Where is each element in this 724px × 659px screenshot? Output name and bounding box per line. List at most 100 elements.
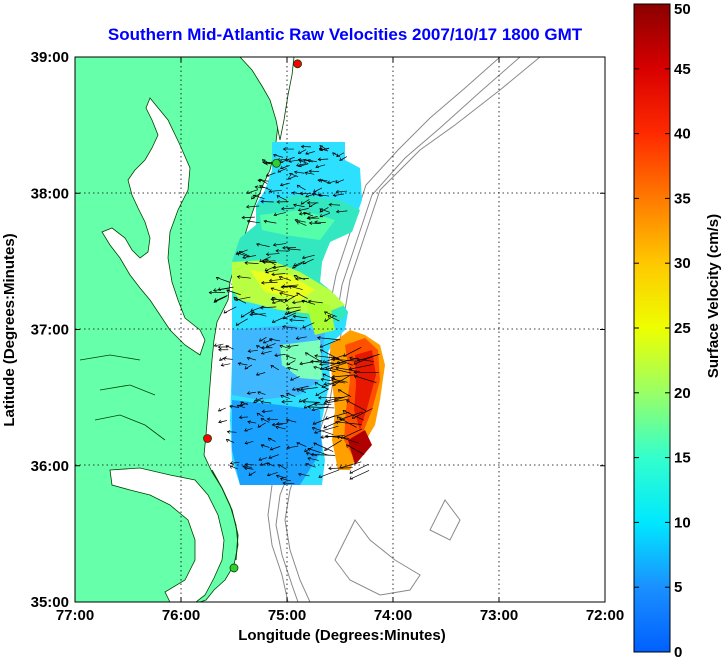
velocity-arrowhead: [271, 272, 275, 277]
velocity-arrow: [279, 292, 295, 297]
velocity-arrowhead: [218, 419, 222, 424]
velocity-arrow: [288, 159, 300, 162]
colorbar-tick-label: 40: [674, 126, 691, 143]
velocity-arrow: [331, 378, 348, 383]
velocity-arrow: [289, 319, 305, 322]
velocity-arrowhead: [215, 277, 220, 281]
velocity-arrow: [253, 399, 262, 404]
velocity-arrow: [298, 159, 308, 161]
velocity-arrow: [315, 164, 326, 168]
velocity-arrow: [332, 358, 357, 362]
velocity-arrowhead: [260, 199, 264, 204]
velocity-arrowhead: [256, 243, 260, 247]
velocity-arrow: [213, 287, 229, 292]
velocity-arrow: [238, 362, 248, 366]
velocity-arrowhead: [307, 299, 312, 304]
velocity-arrow: [229, 405, 239, 408]
velocity-arrow: [292, 385, 309, 391]
velocity-arrowhead: [336, 153, 340, 158]
velocity-arrow: [300, 387, 318, 390]
velocity-arrow: [259, 256, 271, 263]
velocity-arrow: [276, 475, 288, 479]
velocity-arrowhead: [288, 159, 292, 163]
velocity-arrowhead: [296, 442, 300, 446]
velocity-arrowhead: [304, 171, 309, 175]
velocity-arrow: [314, 382, 329, 390]
velocity-arrow: [223, 358, 233, 360]
velocity-arrowhead: [303, 212, 307, 216]
velocity-arrow: [266, 343, 276, 348]
velocity-arrowhead: [249, 312, 253, 317]
velocity-arrow: [318, 158, 329, 160]
velocity-arrowhead: [286, 247, 291, 252]
velocity-arrowhead: [287, 366, 291, 371]
y-tick-label: 37:00: [31, 322, 69, 339]
velocity-arrowhead: [311, 427, 316, 431]
velocity-arrowhead: [302, 158, 307, 163]
velocity-arrow: [218, 420, 227, 423]
velocity-arrow: [319, 207, 329, 213]
velocity-arrowhead: [313, 189, 317, 193]
velocity-arrow: [278, 464, 287, 470]
radar-station-marker: [203, 434, 212, 443]
velocity-arrow: [240, 402, 248, 406]
velocity-arrowhead: [301, 255, 306, 260]
velocity-arrow: [235, 296, 251, 301]
velocity-arrowhead: [327, 180, 331, 184]
velocity-arrow: [333, 357, 353, 366]
velocity-arrowhead: [334, 420, 339, 425]
velocity-arrowhead: [275, 474, 280, 479]
velocity-arrow: [292, 262, 303, 269]
velocity-arrow: [304, 402, 319, 409]
velocity-arrowhead: [300, 201, 305, 205]
velocity-arrow: [248, 350, 258, 352]
velocity-arrowhead: [349, 476, 354, 480]
velocity-arrowhead: [280, 394, 284, 399]
velocity-arrowhead: [296, 292, 300, 296]
velocity-arrow: [219, 356, 227, 361]
velocity-arrowhead: [328, 466, 332, 471]
velocity-arrowhead: [302, 260, 307, 265]
velocity-arrow: [302, 322, 315, 329]
velocity-arrow: [314, 425, 339, 434]
velocity-arrow: [319, 208, 330, 213]
velocity-arrow: [227, 431, 237, 433]
velocity-arrow: [267, 472, 278, 476]
velocity-arrowhead: [246, 356, 251, 361]
velocity-arrow: [225, 345, 234, 350]
velocity-arrowhead: [356, 358, 361, 362]
velocity-arrowhead: [225, 439, 230, 443]
velocity-arrowhead: [296, 184, 301, 189]
velocity-arrowhead: [257, 391, 261, 395]
x-tick-label: 75:00: [268, 607, 306, 624]
velocity-arrowhead: [295, 336, 300, 340]
velocity-arrow: [261, 444, 270, 448]
velocity-arrowhead: [296, 221, 301, 225]
velocity-arrowhead: [280, 206, 285, 211]
velocity-arrow: [213, 296, 227, 303]
velocity-arrowhead: [335, 189, 340, 194]
velocity-arrowhead: [248, 472, 253, 476]
velocity-arrow: [280, 477, 292, 482]
velocity-arrowhead: [235, 322, 240, 326]
velocity-arrowhead: [339, 157, 343, 162]
velocity-arrowhead: [229, 465, 234, 469]
velocity-arrow: [341, 428, 363, 439]
velocity-arrow: [239, 251, 251, 257]
velocity-arrow: [296, 336, 307, 340]
velocity-arrowhead: [305, 463, 309, 467]
velocity-arrowhead: [313, 442, 317, 446]
velocity-arrowhead: [287, 176, 292, 180]
y-tick-label: 39:00: [31, 49, 69, 66]
velocity-arrowhead: [286, 392, 290, 397]
velocity-arrow: [309, 202, 318, 208]
velocity-arrow: [233, 296, 247, 304]
velocity-arrowhead: [302, 399, 306, 404]
colorbar-tick-label: 5: [674, 579, 682, 596]
velocity-arrow: [242, 216, 255, 219]
velocity-arrowhead: [272, 242, 277, 247]
velocity-arrowhead: [279, 165, 284, 170]
velocity-arrow: [273, 154, 284, 158]
velocity-arrowhead: [315, 392, 319, 397]
